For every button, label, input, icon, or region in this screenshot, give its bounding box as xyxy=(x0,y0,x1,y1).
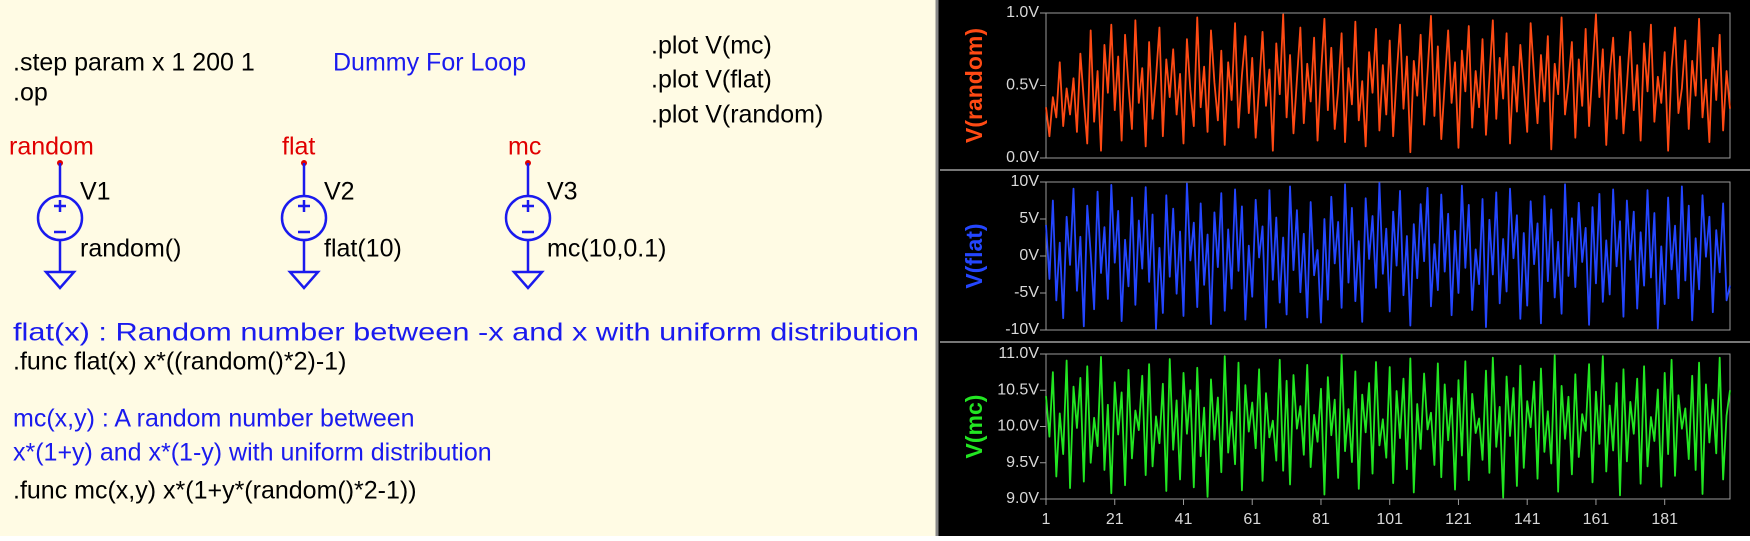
x-tick-label: 181 xyxy=(1651,511,1678,528)
x-tick-label: 21 xyxy=(1106,511,1124,528)
x-tick-label: 101 xyxy=(1376,511,1403,528)
net-label: flat xyxy=(282,133,315,161)
comment: Dummy For Loop xyxy=(333,49,526,77)
source-value: flat(10) xyxy=(324,235,402,263)
y-tick-label: 0.5V xyxy=(1006,77,1039,94)
x-tick-label: 121 xyxy=(1445,511,1472,528)
source-name: V2 xyxy=(324,178,355,206)
net-label: mc xyxy=(508,133,541,161)
plot-directive: .plot V(flat) xyxy=(651,66,772,94)
x-tick-label: 41 xyxy=(1175,511,1193,528)
func-directive: .func mc(x,y) x*(1+y*(random()*2-1)) xyxy=(13,477,417,505)
note: flat(x) : Random number between -x and x… xyxy=(13,319,919,347)
x-tick-label: 141 xyxy=(1514,511,1541,528)
source-value: random() xyxy=(80,235,181,263)
net-label: random xyxy=(9,133,94,161)
plot-directive: .plot V(mc) xyxy=(651,32,772,60)
x-tick-label: 161 xyxy=(1583,511,1610,528)
source-symbol xyxy=(504,160,552,290)
x-tick-label: 61 xyxy=(1243,511,1261,528)
y-tick-label: 10.5V xyxy=(997,381,1039,398)
y-axis-label: V(random) xyxy=(961,28,987,143)
y-tick-label: 10V xyxy=(1011,173,1040,190)
y-tick-label: 10.0V xyxy=(997,418,1039,435)
source-name: V3 xyxy=(547,178,578,206)
y-tick-label: 0.0V xyxy=(1006,149,1039,166)
y-tick-label: 11.0V xyxy=(998,345,1039,362)
x-tick-label: 1 xyxy=(1042,511,1051,528)
plot-directive: .plot V(random) xyxy=(651,101,823,129)
y-tick-label: -5V xyxy=(1014,284,1039,301)
source-symbol xyxy=(36,160,84,290)
y-tick-label: -10V xyxy=(1005,321,1039,338)
source-value: mc(10,0.1) xyxy=(547,235,666,263)
voltage-sources xyxy=(36,160,552,290)
series-line xyxy=(1045,13,1731,154)
note: x*(1+y) and x*(1-y) with uniform distrib… xyxy=(13,439,492,467)
source-symbol xyxy=(280,160,328,290)
func-directive: .func flat(x) x*((random()*2)-1) xyxy=(13,348,346,376)
note: mc(x,y) : A random number between xyxy=(13,405,415,433)
series-line xyxy=(1045,181,1731,331)
y-axis-label: V(mc) xyxy=(961,395,987,459)
x-tick-label: 81 xyxy=(1312,511,1330,528)
y-tick-label: 1.0V xyxy=(1006,4,1039,21)
y-tick-label: 5V xyxy=(1019,210,1039,227)
y-tick-label: 9.0V xyxy=(1006,490,1039,507)
op-directive: .op xyxy=(13,79,48,107)
y-tick-label: 9.5V xyxy=(1006,454,1039,471)
step-directive: .step param x 1 200 1 xyxy=(13,49,255,77)
y-tick-label: 0V xyxy=(1019,247,1039,264)
series-line xyxy=(1045,353,1731,499)
schematic-background xyxy=(0,0,937,536)
source-name: V1 xyxy=(80,178,111,206)
y-axis-label: V(flat) xyxy=(961,223,987,288)
